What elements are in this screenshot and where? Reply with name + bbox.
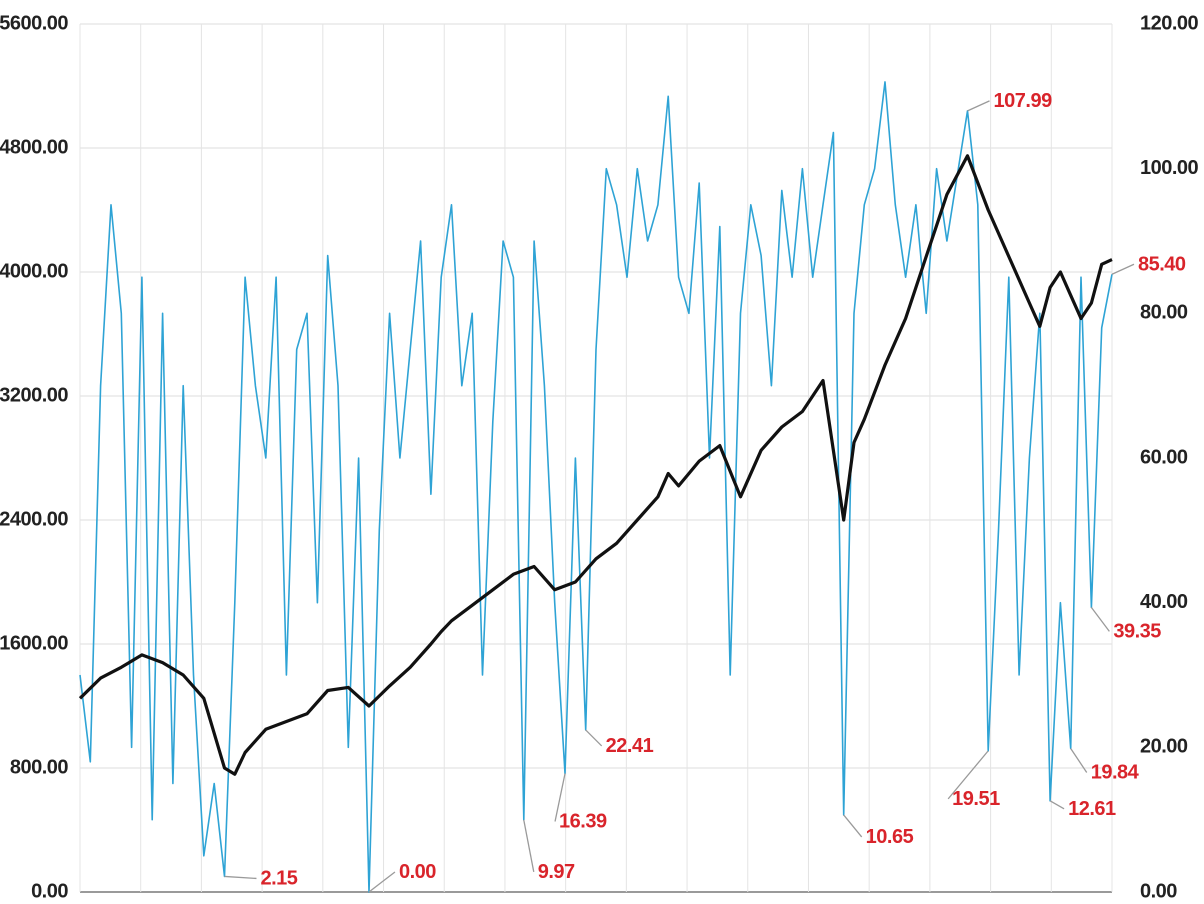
callout-leader (585, 729, 603, 747)
right-axis-ticks: 0.00 20.00 40.00 60.00 80.00 100.00 120.00 (1140, 12, 1199, 902)
series-line (78, 154, 1113, 776)
callout-leader (224, 875, 257, 880)
callout-leader (967, 100, 990, 112)
left-tick-label: 4000.00 (0, 260, 68, 282)
callout-leader (554, 773, 566, 822)
left-tick-label: 1600.00 (0, 632, 68, 654)
right-tick-label: 20.00 (1140, 736, 1188, 758)
series-blue (79, 81, 1113, 893)
callout-label: 19.51 (952, 788, 1000, 810)
right-tick-label: 0.00 (1140, 880, 1177, 902)
left-tick-label: 2400.00 (0, 508, 68, 530)
series-black (78, 154, 1113, 776)
callout-label: 9.97 (538, 861, 575, 883)
series-line (79, 81, 1113, 893)
callout-label: 85.40 (1138, 253, 1186, 275)
callout-leader (1111, 263, 1135, 275)
right-tick-label: 80.00 (1140, 302, 1188, 324)
left-tick-label: 800.00 (10, 756, 69, 778)
callout-leader (523, 819, 535, 873)
callout-label: 39.35 (1113, 620, 1161, 642)
grid (79, 23, 1113, 893)
callout-label: 22.41 (606, 735, 654, 757)
left-tick-label: 5600.00 (0, 12, 68, 34)
callout-label: 2.15 (260, 867, 297, 889)
callout-label: 10.65 (866, 826, 914, 848)
left-tick-label: 3200.00 (0, 384, 68, 406)
callout-label: 0.00 (399, 861, 436, 883)
left-tick-label: 4800.00 (0, 136, 68, 158)
right-tick-label: 60.00 (1140, 446, 1188, 468)
left-tick-label: 0.00 (31, 880, 68, 902)
callout-label: 107.99 (994, 90, 1053, 112)
callouts: 2.15 0.00 9.97 16.39 22.41 10.65 19.51 12.61 19.… (224, 90, 1186, 893)
callout-label: 19.84 (1091, 761, 1140, 783)
callout-leader (1090, 606, 1110, 632)
callout-label: 16.39 (559, 810, 607, 832)
right-tick-label: 40.00 (1140, 591, 1188, 613)
left-axis-ticks: 0.00 800.00 1600.00 2400.00 3200.00 4000.00 48… (0, 12, 69, 902)
right-tick-label: 100.00 (1140, 157, 1199, 179)
callout-label: 12.61 (1068, 798, 1116, 820)
right-tick-label: 120.00 (1140, 12, 1199, 34)
callout-leader (1070, 748, 1088, 773)
callout-leader (947, 750, 989, 800)
callout-leader (843, 814, 863, 838)
callout-leader (1049, 800, 1065, 810)
callout-leader (368, 871, 396, 893)
